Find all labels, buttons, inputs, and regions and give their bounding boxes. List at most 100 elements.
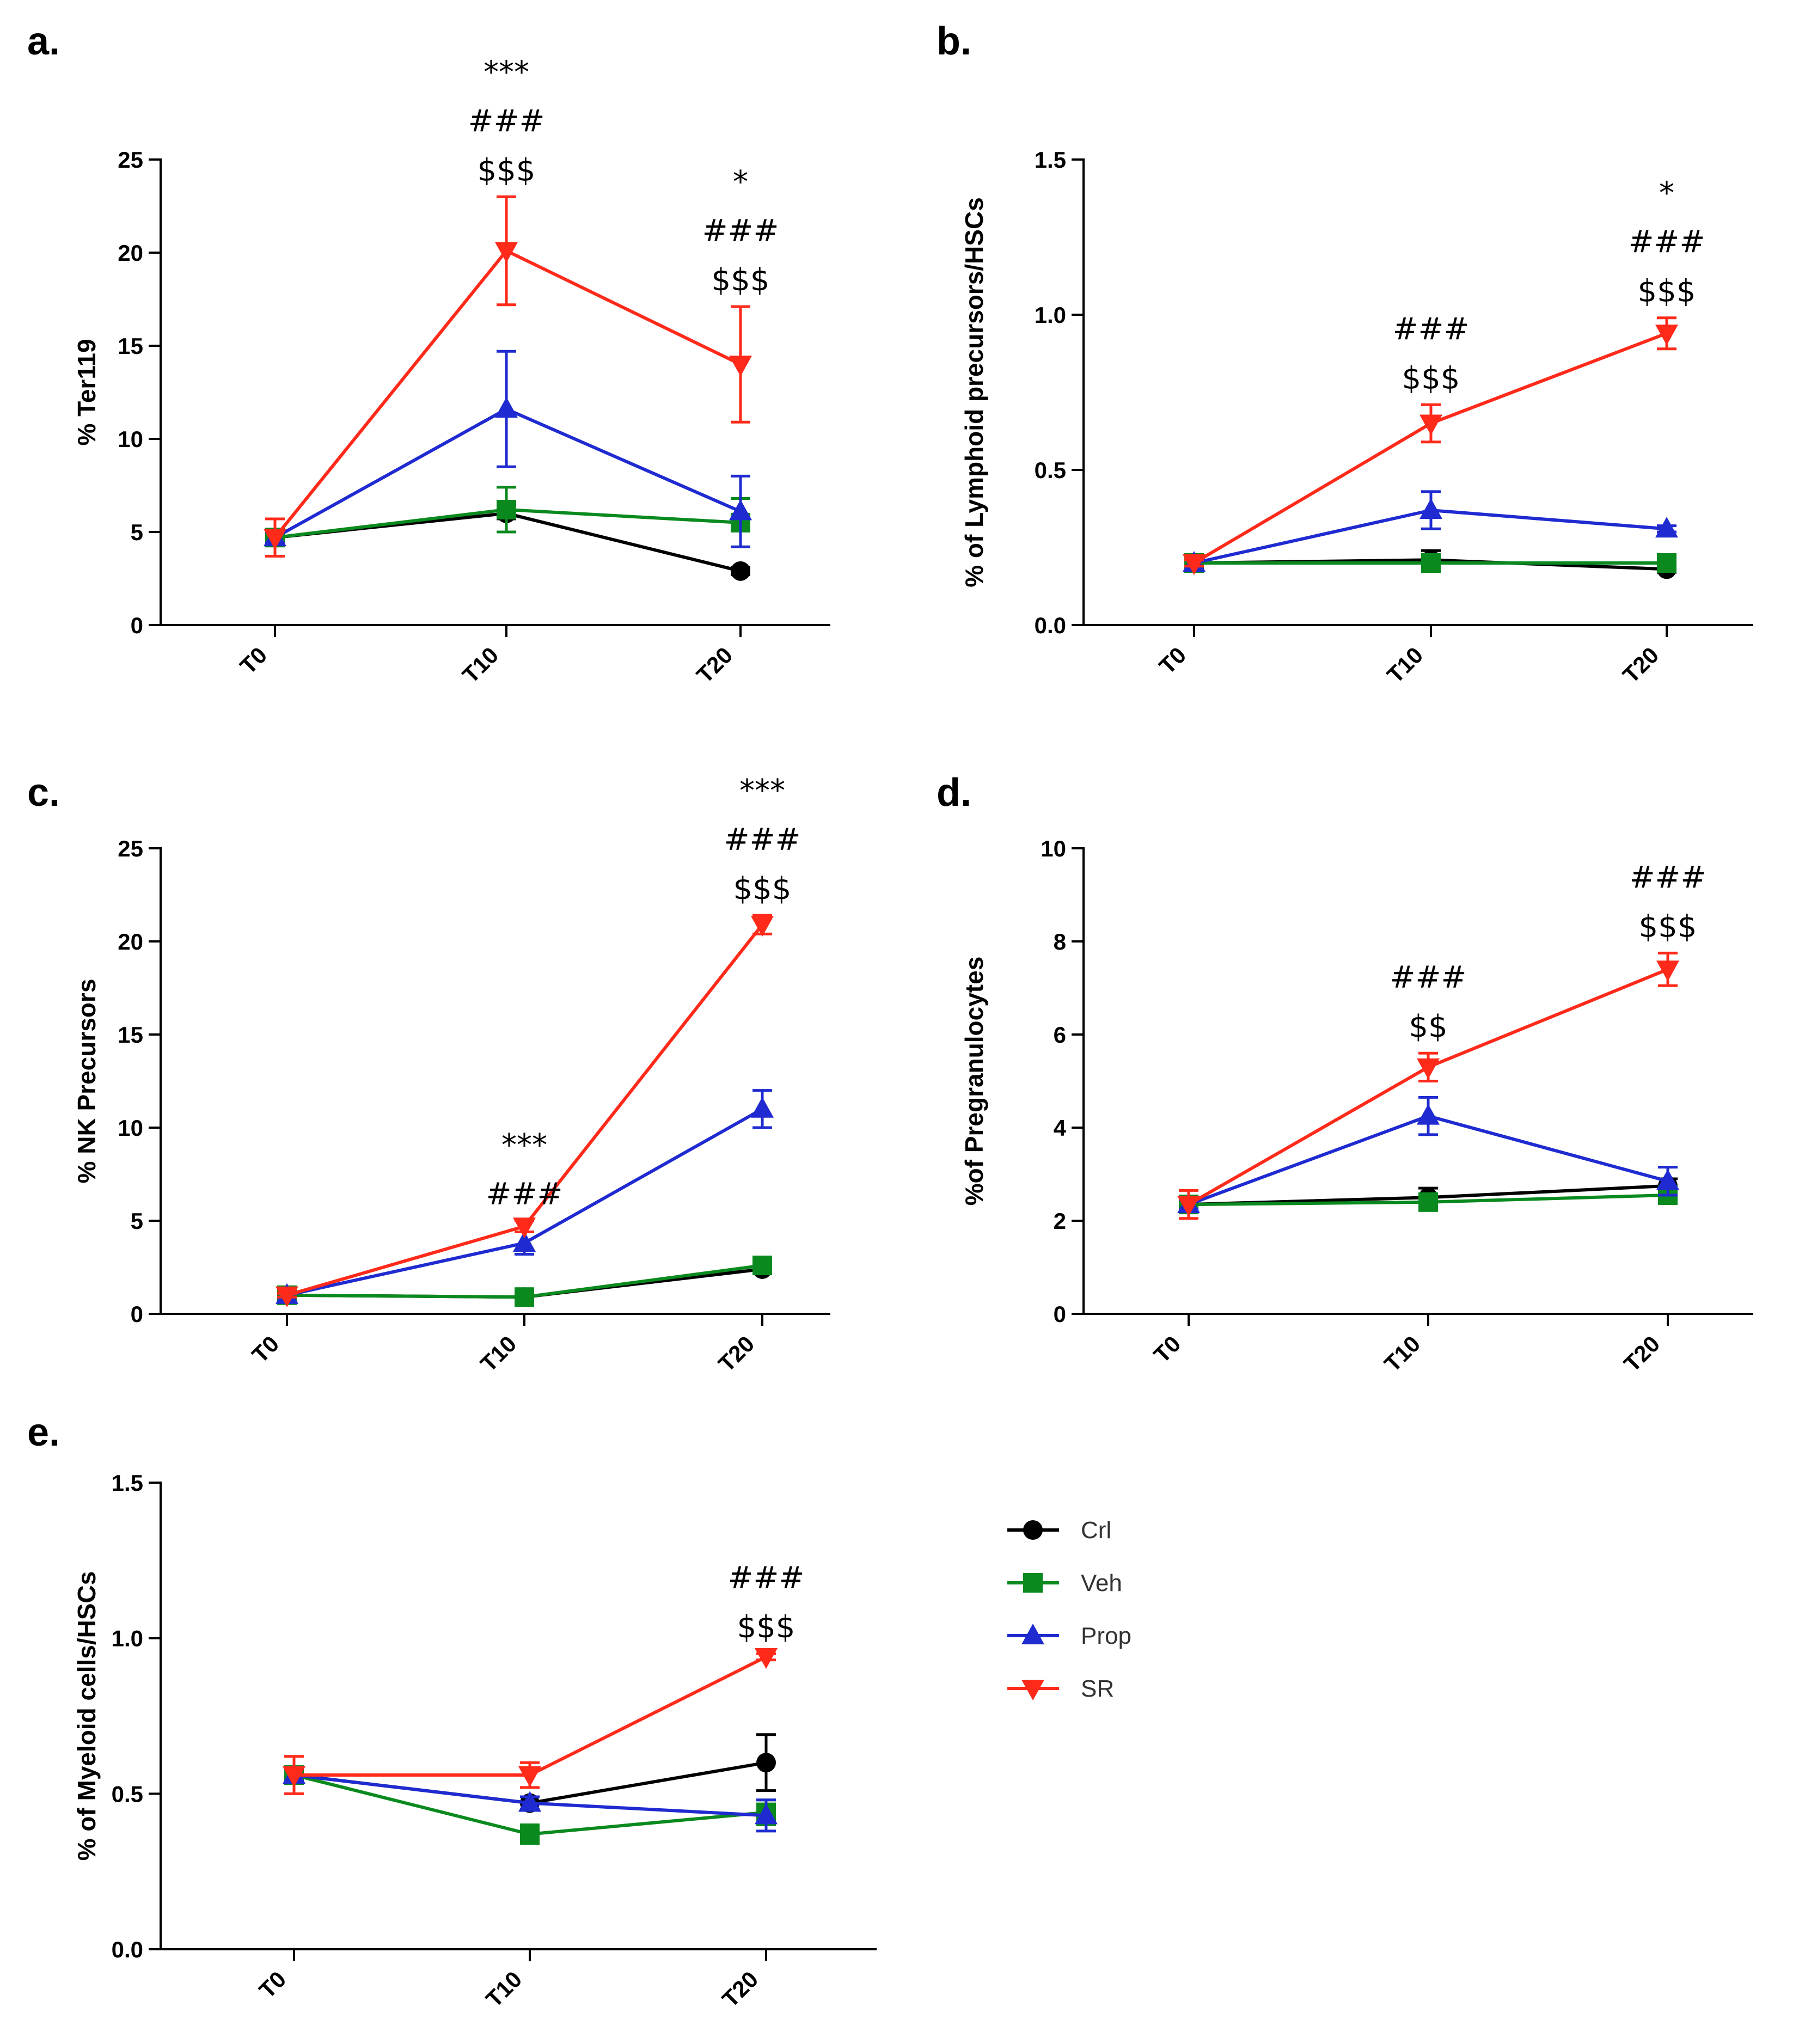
data-point xyxy=(283,1766,305,1788)
data-point xyxy=(264,529,286,550)
legend-marker xyxy=(1021,1680,1044,1700)
y-axis-label: % Ter119 xyxy=(72,339,101,445)
significance-label: ### xyxy=(724,822,801,858)
significance-label: $$$ xyxy=(733,871,792,907)
data-point xyxy=(518,1791,541,1812)
y-tick-label: 1.5 xyxy=(112,1470,143,1496)
significance-label: $$ xyxy=(1409,1009,1447,1044)
data-point xyxy=(513,1217,536,1239)
x-tick-label: T20 xyxy=(1619,1331,1665,1376)
data-point xyxy=(729,499,752,521)
significance-label: ### xyxy=(1629,225,1705,260)
data-point xyxy=(1417,1104,1440,1125)
x-tick-label: T20 xyxy=(713,1331,759,1376)
y-axis-label: %of Pregranulocytes xyxy=(960,957,988,1206)
y-tick-label: 1.0 xyxy=(1035,302,1066,328)
y-tick-label: 4 xyxy=(1054,1115,1067,1141)
data-point xyxy=(731,561,750,581)
legend-marker xyxy=(1021,1624,1044,1644)
legend-label: Veh xyxy=(1081,1570,1122,1596)
y-tick-label: 1.0 xyxy=(112,1626,143,1651)
significance-label: $$$ xyxy=(1638,274,1696,309)
panel-b: b. 0.0 0.5 1.0 1.5 T0 T10 T20 % of Lymphoid prec… xyxy=(937,20,1753,688)
significance-label: $$$ xyxy=(1639,909,1697,944)
x-tick-label: T10 xyxy=(481,1966,527,2012)
data-point xyxy=(497,499,516,519)
x-tick-label: T0 xyxy=(247,1331,284,1368)
x-tick-label: T20 xyxy=(1618,642,1663,688)
series-veh xyxy=(1184,553,1676,573)
y-tick-label: 0 xyxy=(131,613,143,638)
data-point xyxy=(1418,1192,1438,1212)
panel-a: a. 0 5 10 15 20 25 T0 T10 T20 % Ter119 *** ### $$$ * ##… xyxy=(27,20,830,688)
panel-label: b. xyxy=(937,20,971,63)
data-point xyxy=(1657,553,1676,573)
significance-label: *** xyxy=(484,54,529,90)
y-tick-label: 10 xyxy=(118,426,143,452)
series-sr xyxy=(1183,316,1678,575)
legend-marker xyxy=(1023,1520,1043,1540)
significance-label: ### xyxy=(1393,311,1470,347)
y-tick-label: 6 xyxy=(1054,1022,1066,1048)
significance-label: *** xyxy=(739,773,785,809)
y-axis-label: % of Myeloid cells/HSCs xyxy=(72,1571,101,1861)
significance-label: $$$ xyxy=(712,262,770,298)
series-sr xyxy=(283,1648,778,1795)
y-tick-label: 20 xyxy=(118,929,143,954)
panel-label: e. xyxy=(27,1411,60,1454)
data-point xyxy=(515,1287,534,1307)
y-tick-label: 2 xyxy=(1054,1208,1066,1234)
series-sr xyxy=(276,914,774,1307)
data-point xyxy=(1656,1169,1679,1190)
data-point xyxy=(751,916,774,937)
x-tick-label: T0 xyxy=(1148,1331,1185,1368)
y-axis-label: % of Lymphoid precursors/HSCs xyxy=(960,197,988,588)
data-point xyxy=(1417,1058,1440,1079)
y-tick-label: 20 xyxy=(118,240,143,266)
significance-label: *** xyxy=(501,1128,547,1163)
y-tick-label: 5 xyxy=(131,519,143,545)
y-tick-label: 0 xyxy=(1054,1301,1066,1327)
significance-label: ### xyxy=(702,213,779,249)
significance-label: $$$ xyxy=(737,1610,796,1645)
data-point xyxy=(1183,554,1206,575)
y-tick-label: 15 xyxy=(118,333,143,359)
x-tick-label: T20 xyxy=(717,1966,763,2012)
data-point xyxy=(756,1753,776,1773)
panel-label: a. xyxy=(27,20,60,63)
x-tick-label: T10 xyxy=(475,1331,521,1376)
data-point xyxy=(1419,498,1442,519)
data-point xyxy=(495,242,518,263)
y-tick-label: 8 xyxy=(1054,929,1066,954)
x-tick-label: T0 xyxy=(235,642,272,679)
data-point xyxy=(1177,1196,1200,1217)
series-veh xyxy=(265,486,750,548)
data-point xyxy=(729,356,752,377)
series-line xyxy=(294,1655,767,1777)
legend-marker xyxy=(1023,1573,1043,1593)
legend-label: SR xyxy=(1081,1675,1114,1702)
significance-label: $$$ xyxy=(1402,360,1460,396)
series-line xyxy=(1188,968,1669,1206)
significance-label: ### xyxy=(728,1560,805,1596)
panel-d: d. 0 2 4 6 8 10 T0 T10 T20 %of Pregranulocytes ### $… xyxy=(937,771,1753,1377)
y-tick-label: 0.0 xyxy=(112,1937,143,1962)
data-point xyxy=(520,1824,540,1844)
significance-label: ### xyxy=(1390,960,1467,995)
x-tick-label: T0 xyxy=(254,1966,291,2003)
x-tick-label: T10 xyxy=(1379,1331,1425,1376)
x-tick-label: T10 xyxy=(457,642,503,688)
legend-label: Prop xyxy=(1081,1623,1131,1649)
x-tick-label: T20 xyxy=(692,642,737,688)
y-tick-label: 0.5 xyxy=(112,1781,143,1807)
data-point xyxy=(1656,960,1679,982)
data-point xyxy=(755,1648,778,1669)
x-tick-label: T0 xyxy=(1154,642,1191,679)
y-tick-label: 10 xyxy=(118,1115,143,1141)
data-point xyxy=(1421,553,1441,573)
data-point xyxy=(518,1766,541,1788)
y-tick-label: 5 xyxy=(131,1208,143,1234)
data-point xyxy=(1655,517,1678,538)
legend: Crl Veh Prop SR xyxy=(1007,1517,1131,1702)
data-point xyxy=(755,1803,778,1825)
